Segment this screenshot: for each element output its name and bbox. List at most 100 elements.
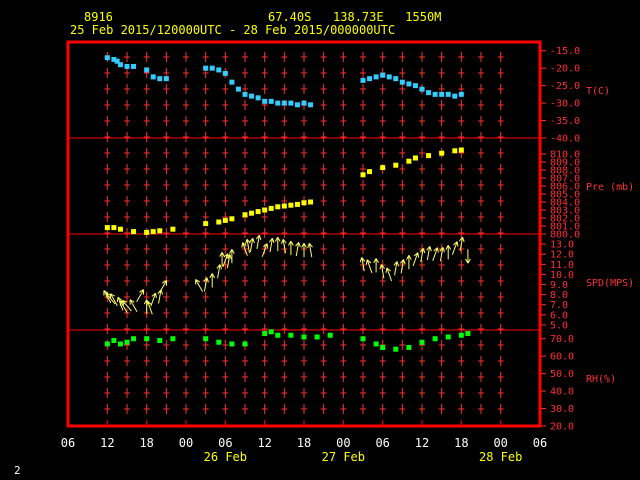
y-tick-label: -40.0: [550, 134, 580, 145]
temperature-point: [209, 65, 215, 71]
grid-cross: [222, 148, 229, 158]
grid-cross: [438, 324, 445, 334]
grid-cross: [261, 164, 268, 174]
wind-arrow: [432, 247, 439, 261]
grid-cross: [399, 196, 406, 206]
y-tick-label: 800.0: [550, 230, 580, 241]
grid-cross: [281, 52, 288, 62]
y-tick-label: 13.0: [550, 240, 574, 251]
grid-cross: [478, 68, 484, 78]
grid-cross: [399, 132, 406, 142]
grid-cross: [399, 324, 406, 334]
grid-cross: [183, 308, 189, 318]
grid-cross: [458, 324, 465, 334]
grid-cross: [222, 196, 229, 206]
wind-arrow: [426, 245, 432, 261]
grid-cross: [202, 340, 209, 350]
grid-cross: [419, 228, 425, 238]
grid-cross: [104, 100, 111, 110]
pressure-point: [380, 165, 386, 171]
grid-cross: [104, 148, 111, 158]
grid-cross: [124, 228, 130, 238]
pressure-point: [255, 209, 261, 215]
grid-cross: [281, 84, 288, 94]
grid-cross: [438, 340, 445, 350]
grid-cross: [458, 388, 465, 398]
grid-cross: [458, 372, 465, 382]
grid-cross: [124, 84, 130, 94]
humidity-point: [229, 341, 235, 347]
humidity-point: [314, 334, 320, 340]
grid-cross: [143, 132, 150, 142]
grid-cross: [261, 292, 268, 302]
x-tick-label: 18: [297, 436, 311, 450]
grid-cross: [419, 372, 425, 382]
grid-cross: [301, 404, 307, 414]
pressure-point: [242, 212, 248, 218]
grid-cross: [183, 260, 189, 270]
grid-cross: [419, 212, 425, 222]
grid-cross: [222, 228, 229, 238]
pressure-point: [412, 155, 418, 161]
grid-cross: [104, 68, 111, 78]
grid-cross: [438, 52, 445, 62]
grid-cross: [124, 212, 130, 222]
x-tick-label: 18: [139, 436, 153, 450]
y-tick-label: -20.0: [550, 64, 580, 75]
wind-arrow: [419, 248, 426, 263]
temperature-point: [439, 91, 445, 97]
wind-arrow: [103, 290, 112, 303]
grid-cross: [497, 164, 504, 174]
y-tick-label: 20.0: [550, 422, 574, 433]
grid-cross: [183, 324, 189, 334]
x-tick-label: 06: [218, 436, 232, 450]
grid-cross: [399, 116, 406, 126]
grid-cross: [399, 52, 406, 62]
pressure-point: [249, 210, 255, 216]
grid-cross: [399, 404, 406, 414]
temperature-point: [144, 67, 150, 73]
x-tick-label: 12: [100, 436, 114, 450]
wind-arrow: [301, 242, 307, 258]
grid-cross: [379, 324, 386, 334]
wind-arrow: [219, 252, 225, 267]
wind-arrow: [255, 234, 262, 250]
grid-cross: [497, 308, 504, 318]
grid-cross: [222, 276, 229, 286]
humidity-point: [419, 339, 425, 345]
x-tick-label: 00: [336, 436, 350, 450]
grid-cross: [281, 356, 288, 366]
grid-cross: [438, 308, 445, 318]
grid-cross: [124, 260, 130, 270]
pressure-point: [131, 229, 137, 235]
grid-cross: [497, 84, 504, 94]
grid-cross: [419, 244, 425, 254]
grid-cross: [438, 356, 445, 366]
y-tick-label: -35.0: [550, 116, 580, 127]
grid-cross: [242, 260, 248, 270]
grid-cross: [419, 308, 425, 318]
grid-cross: [458, 52, 465, 62]
grid-cross: [281, 292, 288, 302]
grid-cross: [438, 372, 445, 382]
pressure-point: [458, 147, 464, 153]
grid-cross: [163, 164, 170, 174]
grid-cross: [340, 292, 347, 302]
x-tick-label: 06: [61, 436, 75, 450]
grid-cross: [124, 116, 130, 126]
y-axis-label: SPD(MPS): [586, 278, 634, 289]
grid-cross: [163, 52, 170, 62]
wind-arrow: [229, 248, 235, 264]
grid-cross: [242, 116, 248, 126]
temperature-point: [242, 91, 248, 97]
x-day-label: 28 Feb: [479, 450, 522, 464]
grid-cross: [320, 52, 327, 62]
temperature-point: [117, 62, 123, 68]
pressure-point: [301, 200, 307, 206]
grid-cross: [360, 84, 366, 94]
grid-cross: [458, 260, 465, 270]
grid-cross: [301, 68, 307, 78]
temperature-point: [458, 91, 464, 97]
grid-cross: [320, 212, 327, 222]
grid-cross: [242, 388, 248, 398]
